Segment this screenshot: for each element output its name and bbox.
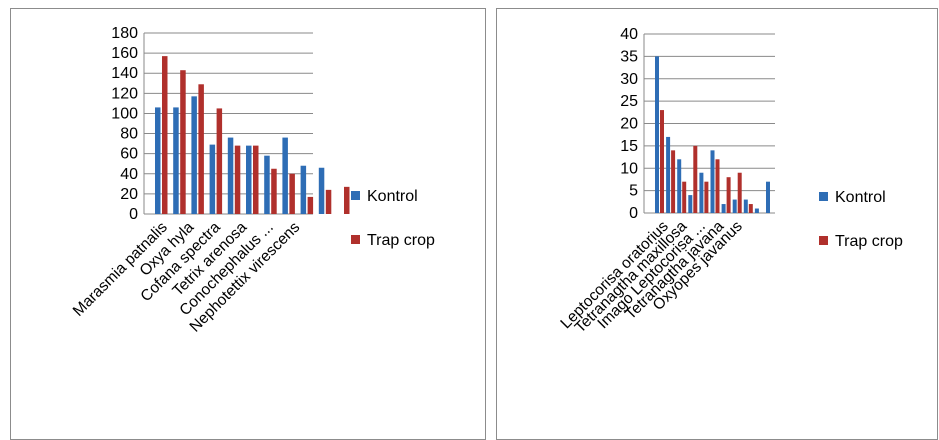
bar-trap-crop (693, 145, 698, 213)
bar-trap-crop (737, 172, 742, 213)
y-tick-label: 10 (620, 160, 638, 177)
bar-trap-crop (748, 204, 753, 213)
bar-trap-crop (325, 189, 332, 214)
bar-kontrol (655, 56, 659, 213)
bar-kontrol (754, 208, 759, 213)
bar-kontrol (173, 107, 179, 214)
bar-trap-crop (726, 177, 731, 213)
bar-trap-crop (216, 108, 223, 214)
bar-trap-crop (162, 56, 168, 214)
y-tick-label: 160 (111, 45, 138, 62)
bar-kontrol (209, 144, 216, 214)
bar-trap-crop (715, 159, 720, 213)
bar-trap-crop (704, 181, 709, 213)
y-tick-label: 140 (111, 65, 138, 82)
legend-label-kontrol: Kontrol (367, 188, 418, 205)
bar-trap-crop (234, 145, 241, 214)
chart-panel-left: 0 20 40 60 80 100 120 140 160 180 Marasmia patnali… (10, 8, 486, 440)
bar-kontrol (732, 199, 737, 213)
bar-kontrol (666, 136, 671, 213)
y-tick-label: 180 (111, 25, 138, 42)
y-tick-label: 100 (111, 105, 138, 122)
bar-kontrol (688, 195, 693, 213)
bar-kontrol (264, 155, 270, 214)
y-tick-label: 40 (620, 26, 638, 43)
legend-label-trap-crop: Trap crop (367, 232, 435, 249)
y-tick-label: 15 (620, 138, 638, 155)
y-tick-label: 5 (629, 183, 638, 200)
bar-trap-crop (180, 70, 186, 214)
y-tick-label: 0 (129, 206, 138, 223)
legend-swatch-trap-crop (351, 235, 360, 244)
y-tick-label: 40 (120, 166, 138, 183)
y-tick-label: 25 (620, 93, 638, 110)
bar-kontrol (721, 204, 726, 213)
bar-kontrol (710, 150, 715, 213)
y-tick-label: 20 (120, 186, 138, 203)
bar-kontrol (766, 181, 770, 213)
bar-kontrol (227, 137, 234, 214)
bar-trap-crop (253, 145, 259, 214)
bar-trap-crop (307, 196, 314, 214)
bar-trap-crop (660, 110, 664, 213)
y-tick-label: 20 (620, 116, 638, 133)
y-tick-label: 35 (620, 48, 638, 65)
bar-trap-crop (289, 173, 295, 214)
bar-kontrol (743, 199, 748, 213)
bar-kontrol (246, 145, 252, 214)
legend-swatch-kontrol (351, 191, 360, 200)
bar-trap-crop (271, 168, 277, 214)
bar-trap-crop (671, 150, 676, 213)
legend-swatch-kontrol (819, 192, 828, 201)
y-tick-label: 120 (111, 85, 138, 102)
bar-kontrol (282, 137, 288, 214)
y-tick-label: 80 (120, 126, 138, 143)
legend-swatch-trap-crop (819, 236, 828, 245)
y-tick-label: 60 (120, 146, 138, 163)
chart-panel-right: 0 5 10 15 20 25 30 35 40 Leptocorisa oratorius Tet… (496, 8, 938, 440)
bar-kontrol (300, 165, 307, 214)
bar-kontrol (191, 96, 197, 214)
y-tick-label: 0 (629, 205, 638, 222)
bar-kontrol (155, 107, 161, 214)
bar-trap-crop (344, 186, 350, 214)
bar-trap-crop (682, 181, 687, 213)
bar-kontrol (699, 172, 704, 213)
bar-kontrol (318, 167, 325, 214)
legend-label-trap-crop: Trap crop (835, 233, 903, 250)
y-tick-label: 30 (620, 71, 638, 88)
bar-kontrol (677, 159, 682, 213)
legend-label-kontrol: Kontrol (835, 189, 886, 206)
bar-trap-crop (198, 84, 204, 215)
